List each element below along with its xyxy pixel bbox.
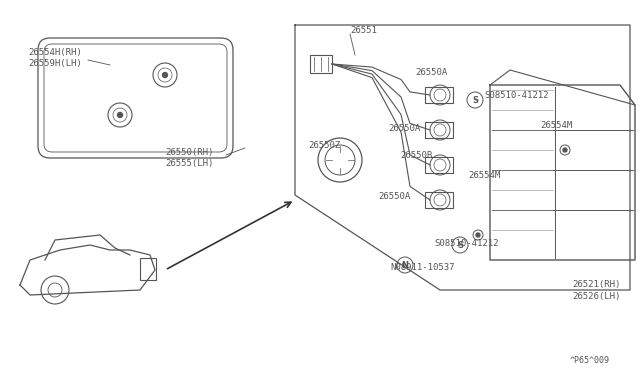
Text: S: S — [472, 96, 478, 105]
Text: 26551: 26551 — [350, 26, 377, 35]
Text: 26550A: 26550A — [378, 192, 410, 201]
Bar — [425, 122, 453, 138]
Text: 26554M: 26554M — [540, 121, 572, 129]
Bar — [425, 192, 453, 208]
Text: 26559H(LH): 26559H(LH) — [28, 58, 82, 67]
Text: 26550B: 26550B — [400, 151, 432, 160]
Text: 26554M: 26554M — [468, 170, 500, 180]
Circle shape — [563, 148, 567, 152]
Text: S: S — [457, 241, 463, 250]
Text: N: N — [401, 260, 408, 269]
Text: 26550(RH): 26550(RH) — [165, 148, 213, 157]
Bar — [140, 258, 156, 280]
Circle shape — [163, 73, 168, 77]
Text: 26554H(RH): 26554H(RH) — [28, 48, 82, 57]
Text: ^P65^009: ^P65^009 — [570, 356, 610, 365]
Bar — [425, 87, 453, 103]
Circle shape — [476, 233, 480, 237]
Text: S08510-41212: S08510-41212 — [434, 238, 499, 247]
Text: 26521(RH): 26521(RH) — [572, 280, 620, 289]
Text: 26550A: 26550A — [415, 67, 447, 77]
Text: N08911-10537: N08911-10537 — [390, 263, 454, 273]
Bar — [310, 55, 332, 73]
Text: 26555(LH): 26555(LH) — [165, 158, 213, 167]
Text: 26526(LH): 26526(LH) — [572, 292, 620, 301]
Bar — [425, 157, 453, 173]
Circle shape — [118, 112, 122, 118]
Text: S08510-41212: S08510-41212 — [484, 90, 548, 99]
Text: 26550Z: 26550Z — [308, 141, 340, 150]
Text: 26550A: 26550A — [388, 124, 420, 132]
